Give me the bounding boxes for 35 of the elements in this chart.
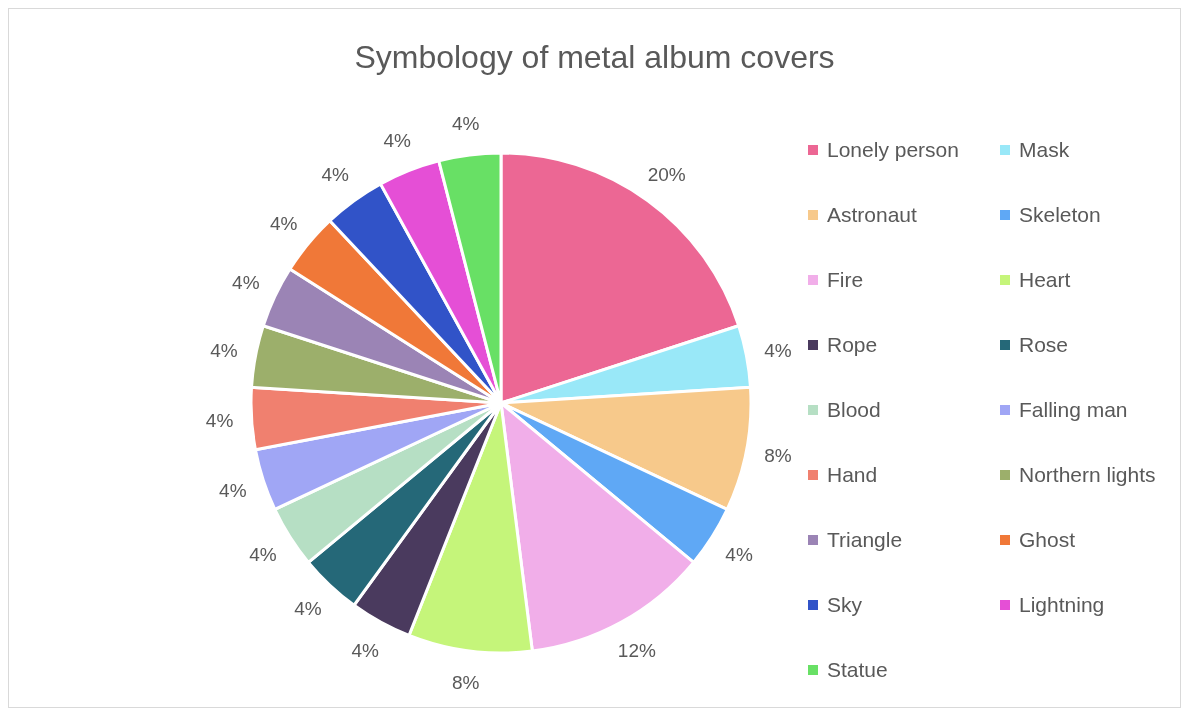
data-label: 4% — [351, 639, 379, 661]
data-label: 12% — [617, 639, 656, 661]
data-label: 4% — [451, 112, 480, 134]
legend-label: Lightning — [1019, 592, 1105, 617]
data-label: 4% — [725, 543, 753, 565]
data-label: 8% — [764, 445, 792, 467]
legend-label: Mask — [1019, 137, 1070, 162]
data-label: 4% — [249, 543, 277, 565]
chart-title: Symbology of metal album covers — [353, 39, 836, 76]
data-label: 4% — [232, 272, 260, 294]
legend-label: Heart — [1019, 267, 1071, 292]
legend-label: Hand — [827, 462, 878, 487]
data-label: 4% — [383, 130, 412, 152]
legend-label: Blood — [827, 397, 881, 422]
data-label: 4% — [764, 339, 792, 361]
data-label: 20% — [647, 164, 686, 186]
legend-label: Sky — [827, 592, 863, 617]
data-label: 8% — [451, 672, 480, 694]
legend-label: Astronaut — [827, 202, 917, 227]
data-label: 4% — [294, 598, 322, 620]
legend-label: Statue — [827, 657, 888, 682]
legend-label: Fire — [827, 267, 864, 292]
legend-label: Rose — [1019, 332, 1069, 357]
data-label: 4% — [219, 479, 247, 501]
data-label: 4% — [210, 339, 238, 361]
data-label: 4% — [205, 410, 234, 432]
data-label: 4% — [321, 164, 350, 186]
legend-label: Lonely person — [827, 137, 959, 162]
legend-label: Falling man — [1019, 397, 1128, 422]
legend-label: Rope — [827, 332, 878, 357]
data-label: 4% — [269, 212, 298, 234]
legend-label: Northern lights — [1019, 462, 1156, 487]
legend-label: Ghost — [1019, 527, 1076, 552]
legend-label: Triangle — [827, 527, 903, 552]
legend-label: Skeleton — [1019, 202, 1101, 227]
